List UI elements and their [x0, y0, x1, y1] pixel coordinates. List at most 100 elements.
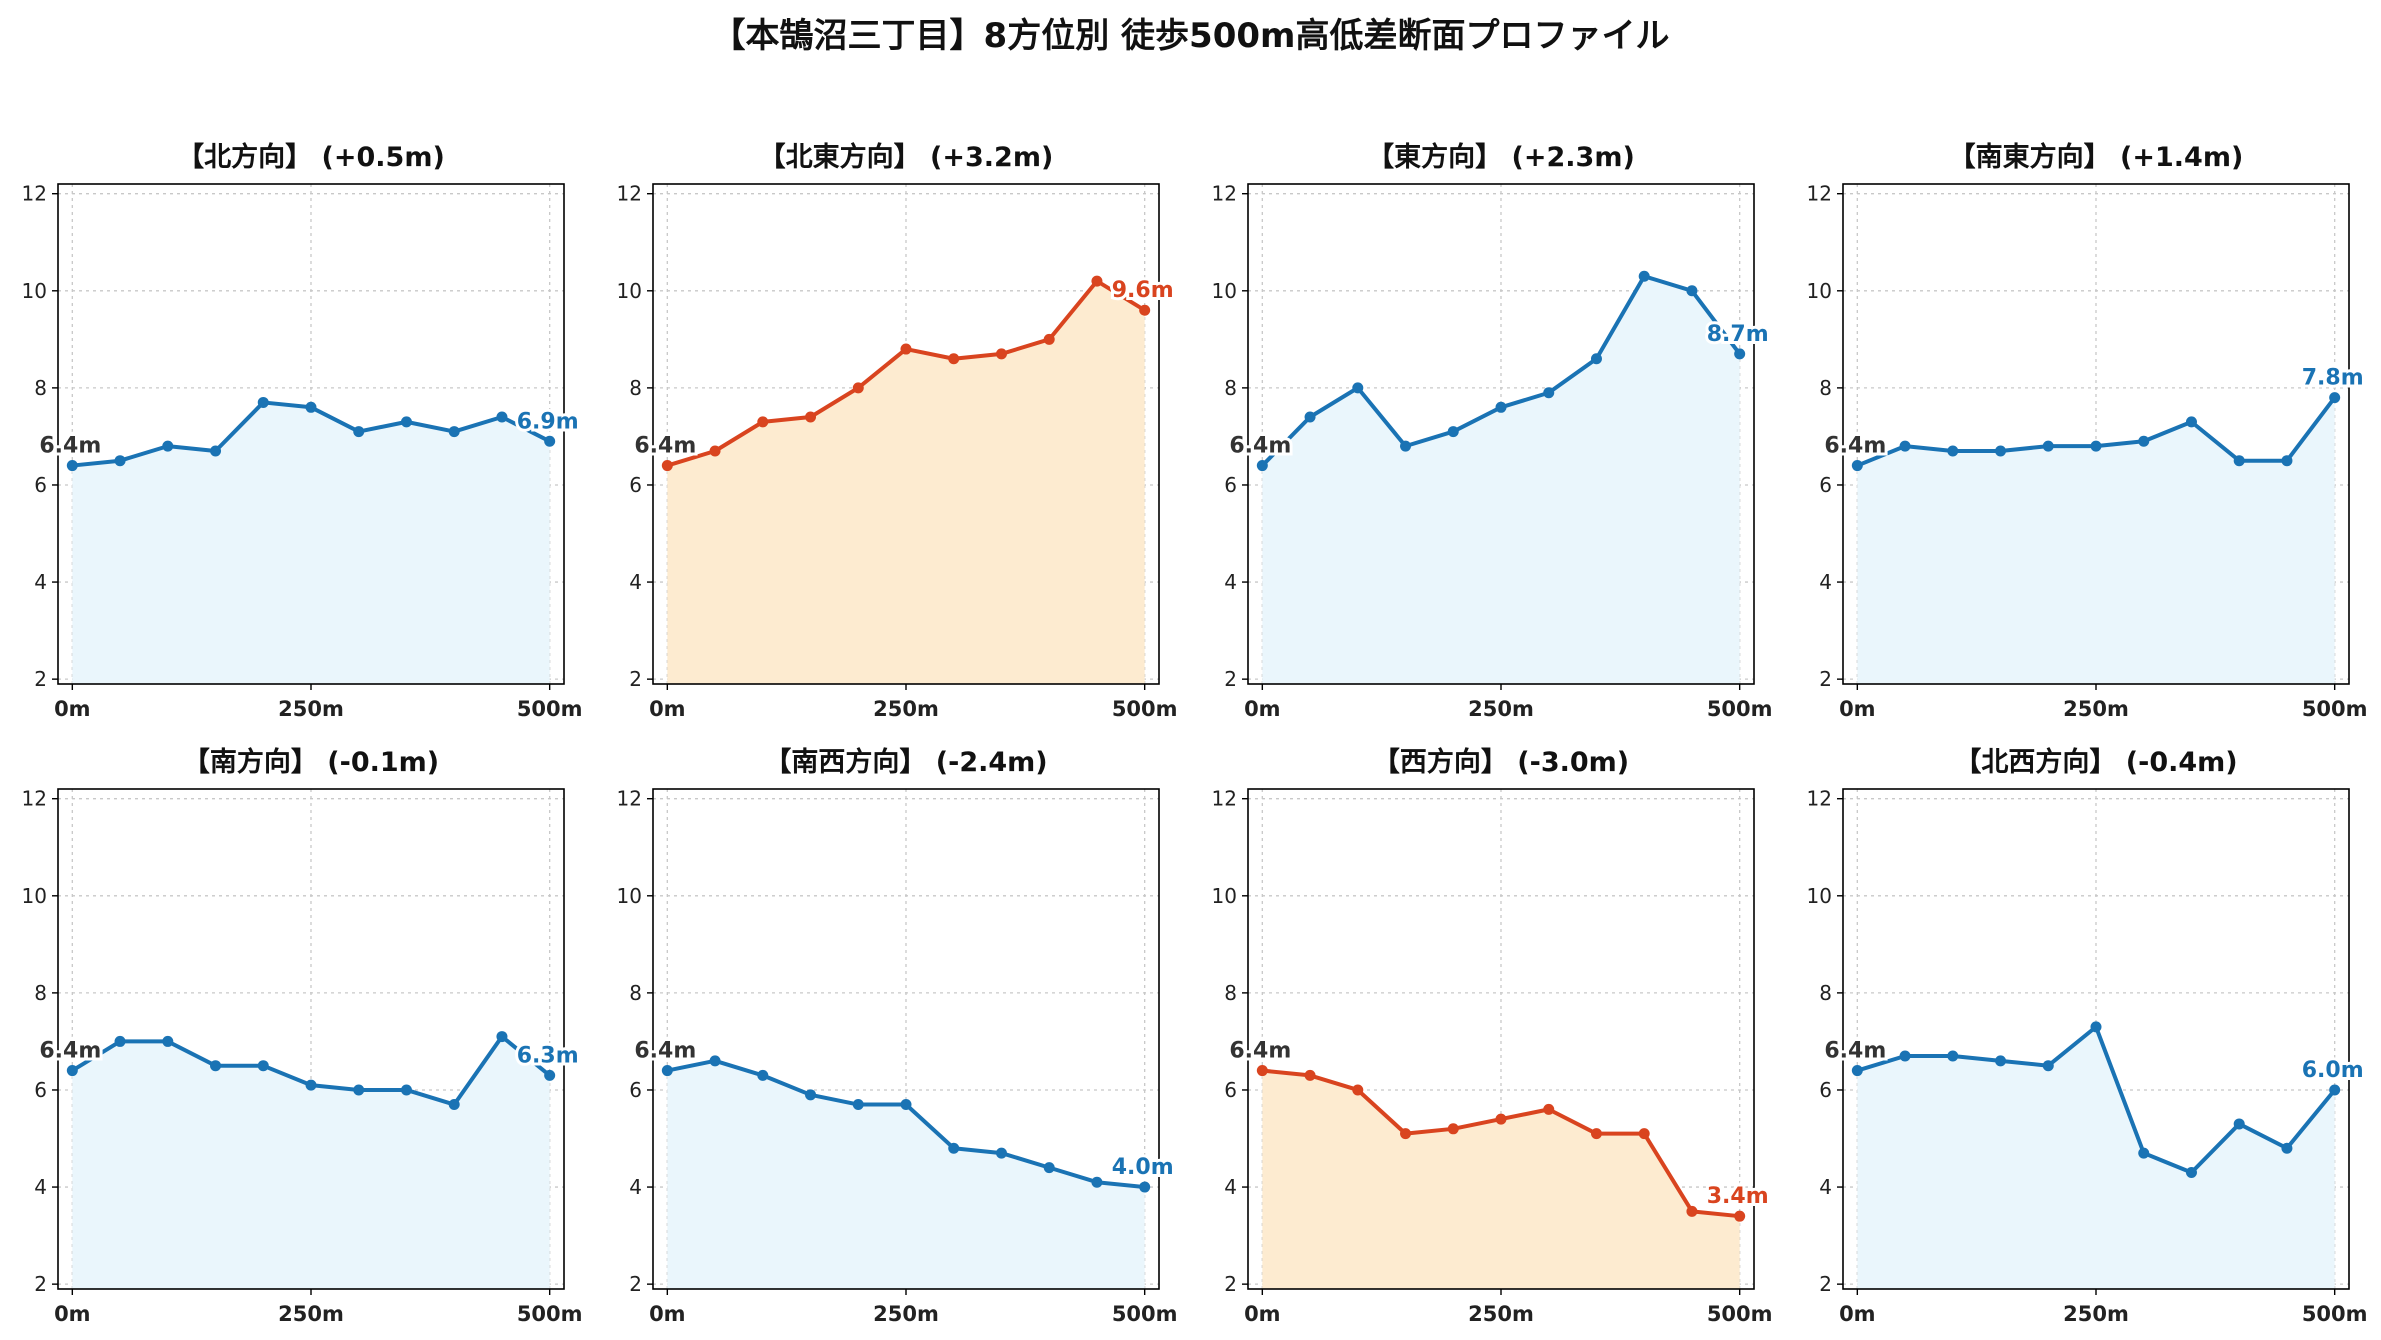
data-point [66, 1065, 78, 1077]
y-tick-label: 6 [629, 1078, 642, 1102]
profile-panel-3: 0m 250m 500m 2 4 6 8 10 12 【南東方向】 (+1.4m) 6.4m 7.8m [1807, 141, 2368, 721]
y-tick-label: 6 [1819, 473, 1832, 497]
y-tick-label: 8 [1819, 376, 1832, 400]
data-point [1352, 1084, 1364, 1096]
data-point [2138, 435, 2150, 447]
x-tick-label: 500m [2302, 697, 2368, 721]
data-point [114, 1035, 126, 1047]
data-point [661, 1065, 673, 1077]
x-tick-label: 500m [1112, 697, 1178, 721]
data-point [305, 401, 317, 413]
data-point [544, 1069, 556, 1081]
data-point [1495, 1113, 1507, 1125]
data-point [995, 348, 1007, 360]
data-point [709, 445, 721, 457]
start-label: 6.4m [1229, 1039, 1291, 1064]
data-point [1947, 1050, 1959, 1062]
data-point [1091, 275, 1103, 287]
x-tick-label: 0m [1839, 1302, 1876, 1326]
data-point [448, 1099, 460, 1111]
x-tick-label: 500m [517, 697, 583, 721]
y-tick-label: 2 [1819, 667, 1832, 691]
data-point [1899, 1050, 1911, 1062]
y-tick-label: 2 [34, 1272, 47, 1296]
data-point [1400, 440, 1412, 452]
y-tick-label: 8 [1224, 981, 1237, 1005]
data-point [114, 455, 126, 467]
data-point [948, 353, 960, 365]
data-point [709, 1055, 721, 1067]
data-point [257, 396, 269, 408]
data-point [1304, 411, 1316, 423]
x-tick-label: 500m [517, 1302, 583, 1326]
y-tick-label: 4 [34, 1175, 47, 1199]
y-tick-label: 10 [617, 884, 642, 908]
data-point [2185, 416, 2197, 428]
figure-title: 【本鵠沼三丁目】8方位別 徒歩500m高低差断面プロファイル [711, 16, 1670, 56]
y-tick-label: 2 [1224, 1272, 1237, 1296]
data-point [900, 1099, 912, 1111]
x-tick-label: 500m [1112, 1302, 1178, 1326]
end-label: 4.0m [1112, 1155, 1174, 1180]
data-point [1590, 353, 1602, 365]
data-point [661, 460, 673, 472]
y-tick-label: 10 [617, 279, 642, 303]
data-point [1256, 460, 1268, 472]
x-tick-label: 250m [278, 1302, 344, 1326]
y-tick-label: 6 [1224, 1078, 1237, 1102]
y-tick-label: 8 [629, 981, 642, 1005]
area-fill [667, 281, 1145, 684]
y-tick-label: 4 [1819, 570, 1832, 594]
data-point [2329, 392, 2341, 404]
y-tick-label: 10 [1807, 279, 1832, 303]
y-tick-label: 10 [1807, 884, 1832, 908]
x-tick-label: 0m [649, 697, 686, 721]
data-point [900, 343, 912, 355]
end-label: 8.7m [1707, 322, 1769, 347]
data-point [757, 1069, 769, 1081]
data-point [257, 1060, 269, 1072]
profile-panel-1: 0m 250m 500m 2 4 6 8 10 12 【北東方向】 (+3.2m) 6.4m 9.6m [617, 141, 1178, 721]
y-tick-label: 8 [1819, 981, 1832, 1005]
data-point [1447, 1123, 1459, 1135]
y-tick-label: 12 [1212, 787, 1237, 811]
data-point [353, 1084, 365, 1096]
data-point [1352, 382, 1364, 394]
data-point [805, 1089, 817, 1101]
area-fill [72, 1036, 550, 1289]
data-point [1139, 1181, 1151, 1193]
data-point [1447, 426, 1459, 438]
data-point [210, 445, 222, 457]
x-tick-label: 250m [873, 1302, 939, 1326]
end-label: 6.9m [517, 409, 579, 434]
y-tick-label: 12 [1807, 787, 1832, 811]
x-tick-label: 0m [1839, 697, 1876, 721]
start-label: 6.4m [39, 1039, 101, 1064]
panel-title: 【南東方向】 (+1.4m) [1949, 141, 2244, 173]
y-tick-label: 2 [629, 667, 642, 691]
start-label: 6.4m [39, 434, 101, 459]
data-point [2281, 455, 2293, 467]
data-point [1543, 1103, 1555, 1115]
data-point [2233, 455, 2245, 467]
x-tick-label: 500m [1707, 697, 1773, 721]
data-point [2090, 440, 2102, 452]
start-label: 6.4m [1824, 434, 1886, 459]
end-label: 9.6m [1112, 278, 1174, 303]
x-tick-label: 0m [1244, 1302, 1281, 1326]
data-point [2281, 1142, 2293, 1154]
data-point [1091, 1176, 1103, 1188]
data-point [1590, 1128, 1602, 1140]
profile-panel-5: 0m 250m 500m 2 4 6 8 10 12 【南西方向】 (-2.4m) 6.4m 4.0m [617, 746, 1178, 1326]
y-tick-label: 10 [22, 884, 47, 908]
data-point [1043, 1162, 1055, 1174]
y-tick-label: 4 [1224, 570, 1237, 594]
y-tick-label: 2 [1224, 667, 1237, 691]
data-point [400, 416, 412, 428]
data-point [1400, 1128, 1412, 1140]
start-label: 6.4m [1229, 434, 1291, 459]
area-fill [667, 1060, 1145, 1289]
data-point [305, 1079, 317, 1091]
panel-title: 【北方向】 (+0.5m) [177, 141, 445, 173]
